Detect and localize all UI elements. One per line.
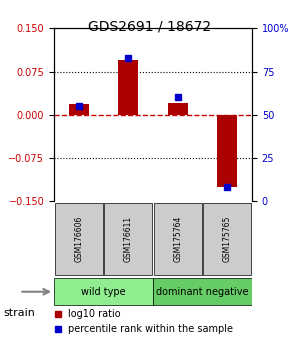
FancyBboxPatch shape <box>153 278 252 305</box>
Text: strain: strain <box>3 308 35 318</box>
FancyBboxPatch shape <box>104 203 152 275</box>
FancyBboxPatch shape <box>55 203 103 275</box>
FancyBboxPatch shape <box>154 203 202 275</box>
Text: percentile rank within the sample: percentile rank within the sample <box>68 324 233 334</box>
Text: GSM175765: GSM175765 <box>223 216 232 262</box>
Text: dominant negative: dominant negative <box>156 287 249 297</box>
Bar <box>69 104 89 115</box>
FancyBboxPatch shape <box>54 278 153 305</box>
Text: wild type: wild type <box>81 287 126 297</box>
Text: GDS2691 / 18672: GDS2691 / 18672 <box>88 19 212 34</box>
Text: GSM175764: GSM175764 <box>173 216 182 262</box>
Text: log10 ratio: log10 ratio <box>68 309 121 319</box>
Text: GSM176606: GSM176606 <box>74 216 83 262</box>
Bar <box>118 60 138 115</box>
Bar <box>217 115 237 187</box>
Text: GSM176611: GSM176611 <box>124 216 133 262</box>
FancyBboxPatch shape <box>203 203 251 275</box>
Bar <box>168 103 188 115</box>
